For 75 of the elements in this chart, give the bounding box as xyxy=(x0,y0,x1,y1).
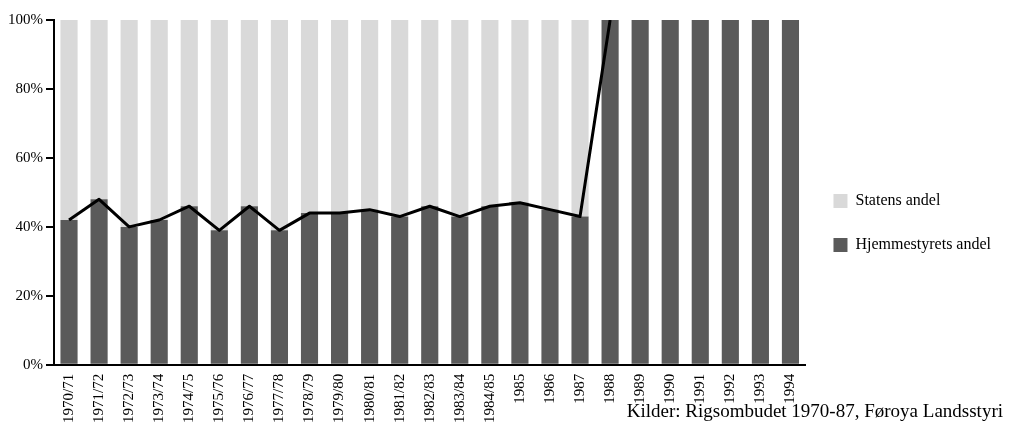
x-tick-label: 1983/84 xyxy=(450,373,467,423)
bar xyxy=(661,20,679,364)
x-tick-label: 1974/75 xyxy=(180,373,197,423)
bar xyxy=(781,20,800,364)
y-tick-label: 60% xyxy=(15,148,43,165)
x-tick-label: 1978/79 xyxy=(300,373,317,423)
legend-label: Statens andel xyxy=(855,191,941,209)
bar xyxy=(60,220,78,364)
bar xyxy=(270,20,289,231)
x-tick-label: 1984/85 xyxy=(480,373,497,423)
bar xyxy=(601,20,619,364)
bar xyxy=(451,20,469,217)
x-tick-label: 1972/73 xyxy=(120,373,137,423)
bar xyxy=(150,220,168,364)
bar xyxy=(721,20,739,364)
x-tick-label: 1975/76 xyxy=(210,373,227,423)
x-tick-label: 1986 xyxy=(540,373,557,404)
x-tick-label: 1993 xyxy=(751,373,768,404)
y-tick-label: 40% xyxy=(15,217,43,234)
x-tick-label: 1971/72 xyxy=(90,373,107,423)
bar xyxy=(60,20,78,220)
x-tick-label: 1994 xyxy=(781,373,798,404)
x-tick-label: 1973/74 xyxy=(150,373,167,423)
bar xyxy=(330,213,349,364)
x-tick-label: 1990 xyxy=(661,373,678,404)
bar xyxy=(150,20,168,220)
bar xyxy=(421,20,439,207)
x-tick-label: 1981/82 xyxy=(390,373,407,423)
bar xyxy=(300,213,319,364)
bar xyxy=(90,199,108,364)
x-tick-label: 1987 xyxy=(570,373,587,404)
bar xyxy=(270,230,289,364)
bar xyxy=(541,20,559,210)
bar xyxy=(391,216,409,364)
y-tick-label: 80% xyxy=(15,79,43,96)
bar xyxy=(240,20,258,207)
bar xyxy=(451,216,469,364)
x-tick-label: 1992 xyxy=(721,373,738,404)
bar xyxy=(240,206,258,364)
bar xyxy=(361,20,379,210)
x-tick-label: 1970/71 xyxy=(59,373,76,423)
bar xyxy=(481,20,499,207)
x-tick-label: 1985 xyxy=(510,373,527,404)
x-tick-label: 1982/83 xyxy=(420,373,437,423)
bar xyxy=(631,20,649,364)
bar xyxy=(391,20,409,217)
bar xyxy=(300,20,319,214)
bar xyxy=(361,209,379,364)
bar xyxy=(511,20,529,203)
bar xyxy=(180,206,198,364)
x-tick-label: 1979/80 xyxy=(330,373,347,423)
bar xyxy=(120,20,138,227)
bar xyxy=(511,202,529,364)
y-tick-label: 20% xyxy=(15,286,43,303)
bar xyxy=(571,216,589,364)
bar xyxy=(541,209,559,364)
x-tick-label: 1977/78 xyxy=(270,373,287,423)
bar xyxy=(90,20,108,200)
bar xyxy=(691,20,709,364)
bar xyxy=(571,20,589,217)
bar xyxy=(751,20,769,364)
y-tick-label: 0% xyxy=(23,355,43,372)
x-tick-label: 1988 xyxy=(601,373,618,404)
legend-label: Hjemmestyrets andel xyxy=(855,235,992,254)
bar xyxy=(210,20,228,231)
x-tick-label: 1991 xyxy=(691,373,708,404)
bar xyxy=(330,20,349,214)
bar xyxy=(421,206,439,364)
x-tick-label: 1980/81 xyxy=(360,373,377,423)
bar xyxy=(481,206,499,364)
bar xyxy=(210,230,228,364)
bar xyxy=(180,20,198,207)
bar xyxy=(120,226,138,364)
y-tick-label: 100% xyxy=(8,10,43,27)
x-tick-label: 1976/77 xyxy=(240,373,257,423)
